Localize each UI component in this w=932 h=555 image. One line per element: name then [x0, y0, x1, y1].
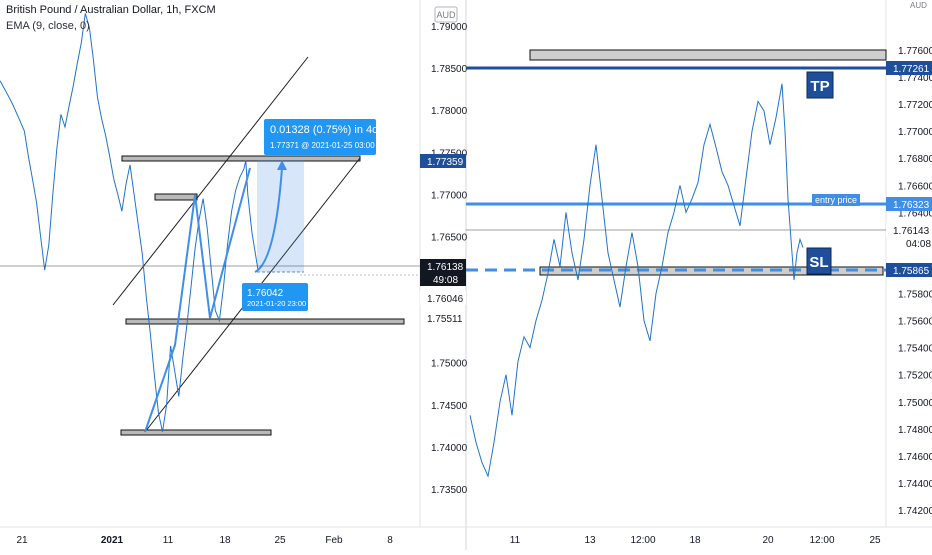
left-y-tick: 1.74000 — [431, 443, 468, 454]
currency-badge-label: AUD — [436, 10, 456, 20]
left-x-tick: 8 — [387, 535, 393, 546]
left-y-tick: 1.77000 — [431, 190, 468, 201]
left-x-tick: 25 — [274, 535, 286, 546]
right-y-tick: 1.74400 — [898, 479, 932, 490]
projection-arrow-path — [254, 167, 283, 273]
right-y-tick: 1.74800 — [898, 425, 932, 436]
right-y-tick: 1.76600 — [898, 181, 932, 192]
left-y-tick: 1.74500 — [431, 401, 468, 412]
right-x-tick: 12:00 — [809, 535, 834, 546]
support-zone-bottom[interactable] — [120, 429, 272, 436]
right-y-tick: 1.77000 — [898, 127, 932, 138]
point-tooltip-line1: 1.76042 — [247, 288, 284, 299]
left-label-plain-box — [420, 291, 466, 305]
right-x-tick: 18 — [689, 535, 701, 546]
right-countdown-box — [900, 237, 932, 250]
right-countdown: 04:08 — [906, 239, 931, 250]
left-chart-panel[interactable]: 0.01328 (0.75%) in 4d 4h 1.77371 @ 2021-… — [0, 13, 420, 436]
tp-badge[interactable] — [806, 71, 834, 99]
right-y-tick: 1.74200 — [898, 506, 932, 517]
right-x-tick: 11 — [510, 535, 521, 546]
tp-badge-label: TP — [810, 78, 829, 95]
point-tooltip-line2: 2021-01-20 23:00 — [247, 299, 306, 308]
right-label-sl-box — [886, 263, 932, 277]
left-y-tick: 1.78000 — [431, 106, 468, 117]
right-label-tp: 1.77261 — [893, 64, 930, 75]
projection-arrow-head — [277, 160, 287, 170]
right-label-current: 1.76143 — [893, 226, 930, 237]
left-label-current: 1.76138 — [427, 262, 464, 273]
left-x-tick: 18 — [219, 535, 231, 546]
right-y-tick: 1.75000 — [898, 398, 932, 409]
left-y-tick: 1.73500 — [431, 485, 468, 496]
right-y-tick: 1.77400 — [898, 73, 932, 84]
left-y-tick: 1.79000 — [431, 22, 468, 33]
right-currency-label: AUD — [910, 1, 927, 10]
channel-upper-line[interactable] — [112, 56, 309, 306]
measure-tooltip-line2: 1.77371 @ 2021-01-25 03:00 — [270, 141, 375, 150]
right-y-tick: 1.75800 — [898, 290, 932, 301]
left-y-tick: 1.76500 — [431, 233, 468, 244]
right-label-tp-box — [886, 61, 932, 75]
right-sl-zone[interactable] — [539, 266, 884, 276]
left-y-tick: 1.77500 — [431, 148, 468, 159]
sl-badge[interactable] — [806, 247, 832, 275]
right-y-tick: 1.77200 — [898, 100, 932, 111]
support-zone-middle[interactable] — [125, 318, 405, 325]
right-label-entry-box — [886, 197, 932, 211]
right-top-zone[interactable] — [529, 49, 887, 61]
resistance-zone-upper[interactable] — [121, 155, 361, 162]
left-x-tick: 21 — [16, 535, 28, 546]
left-countdown-box — [420, 273, 466, 286]
right-time-axis[interactable]: 11 13 12:00 18 20 12:00 25 — [510, 535, 881, 546]
sl-badge-label: SL — [809, 254, 828, 271]
right-x-tick: 12:00 — [630, 535, 655, 546]
resistance-zone-small[interactable] — [154, 193, 198, 201]
measure-tooltip-line1: 0.01328 (0.75%) in 4d 4h — [270, 124, 394, 136]
wave-drawing[interactable] — [144, 167, 251, 433]
point-tooltip-box — [242, 283, 308, 311]
right-x-tick: 20 — [762, 535, 774, 546]
measure-tooltip-box — [264, 119, 376, 155]
right-label-sl: 1.75865 — [893, 266, 930, 277]
left-price-axis[interactable]: AUD 1.79000 1.78500 1.78000 1.77500 1.77000 1… — [420, 6, 468, 496]
left-price-series — [0, 13, 259, 432]
right-y-tick: 1.74600 — [898, 452, 932, 463]
right-price-series — [469, 83, 804, 478]
left-label-current-box — [420, 259, 466, 273]
left-label-upper: 1.77359 — [427, 157, 464, 168]
entry-label-box — [812, 194, 860, 206]
right-x-tick: 13 — [584, 535, 596, 546]
right-y-tick: 1.75400 — [898, 344, 932, 355]
left-label-lower: 1.75511 — [427, 314, 463, 325]
right-y-tick: 1.76800 — [898, 154, 932, 165]
right-y-tick: 1.75600 — [898, 317, 932, 328]
entry-label: entry price — [815, 195, 857, 205]
left-y-tick: 1.78500 — [431, 64, 468, 75]
left-label-upper-box — [420, 154, 466, 168]
right-y-tick: 1.75200 — [898, 371, 932, 382]
right-price-axis[interactable]: AUD 1.77600 1.77400 1.77200 1.77000 1.76800 1… — [886, 1, 932, 517]
right-x-tick: 25 — [869, 535, 881, 546]
indicator-legend[interactable]: EMA (9, close, 0) — [6, 20, 90, 32]
symbol-legend[interactable]: British Pound / Australian Dollar, 1h, F… — [6, 4, 216, 16]
left-x-tick: 2021 — [101, 535, 124, 546]
left-x-tick: Feb — [325, 535, 343, 546]
right-label-current-box — [886, 223, 932, 237]
left-time-axis[interactable]: 21 2021 11 18 25 Feb 8 — [16, 535, 393, 546]
left-label-plain: 1.76046 — [427, 294, 464, 305]
right-chart-panel[interactable]: TP SL entry price — [466, 49, 887, 478]
left-countdown: 49:08 — [433, 275, 458, 286]
currency-badge[interactable] — [434, 6, 458, 23]
left-y-tick: 1.75000 — [431, 359, 468, 370]
right-y-tick: 1.76400 — [898, 208, 932, 219]
left-x-tick: 11 — [163, 535, 174, 546]
right-y-tick: 1.77600 — [898, 46, 932, 57]
right-label-entry: 1.76323 — [893, 200, 930, 211]
